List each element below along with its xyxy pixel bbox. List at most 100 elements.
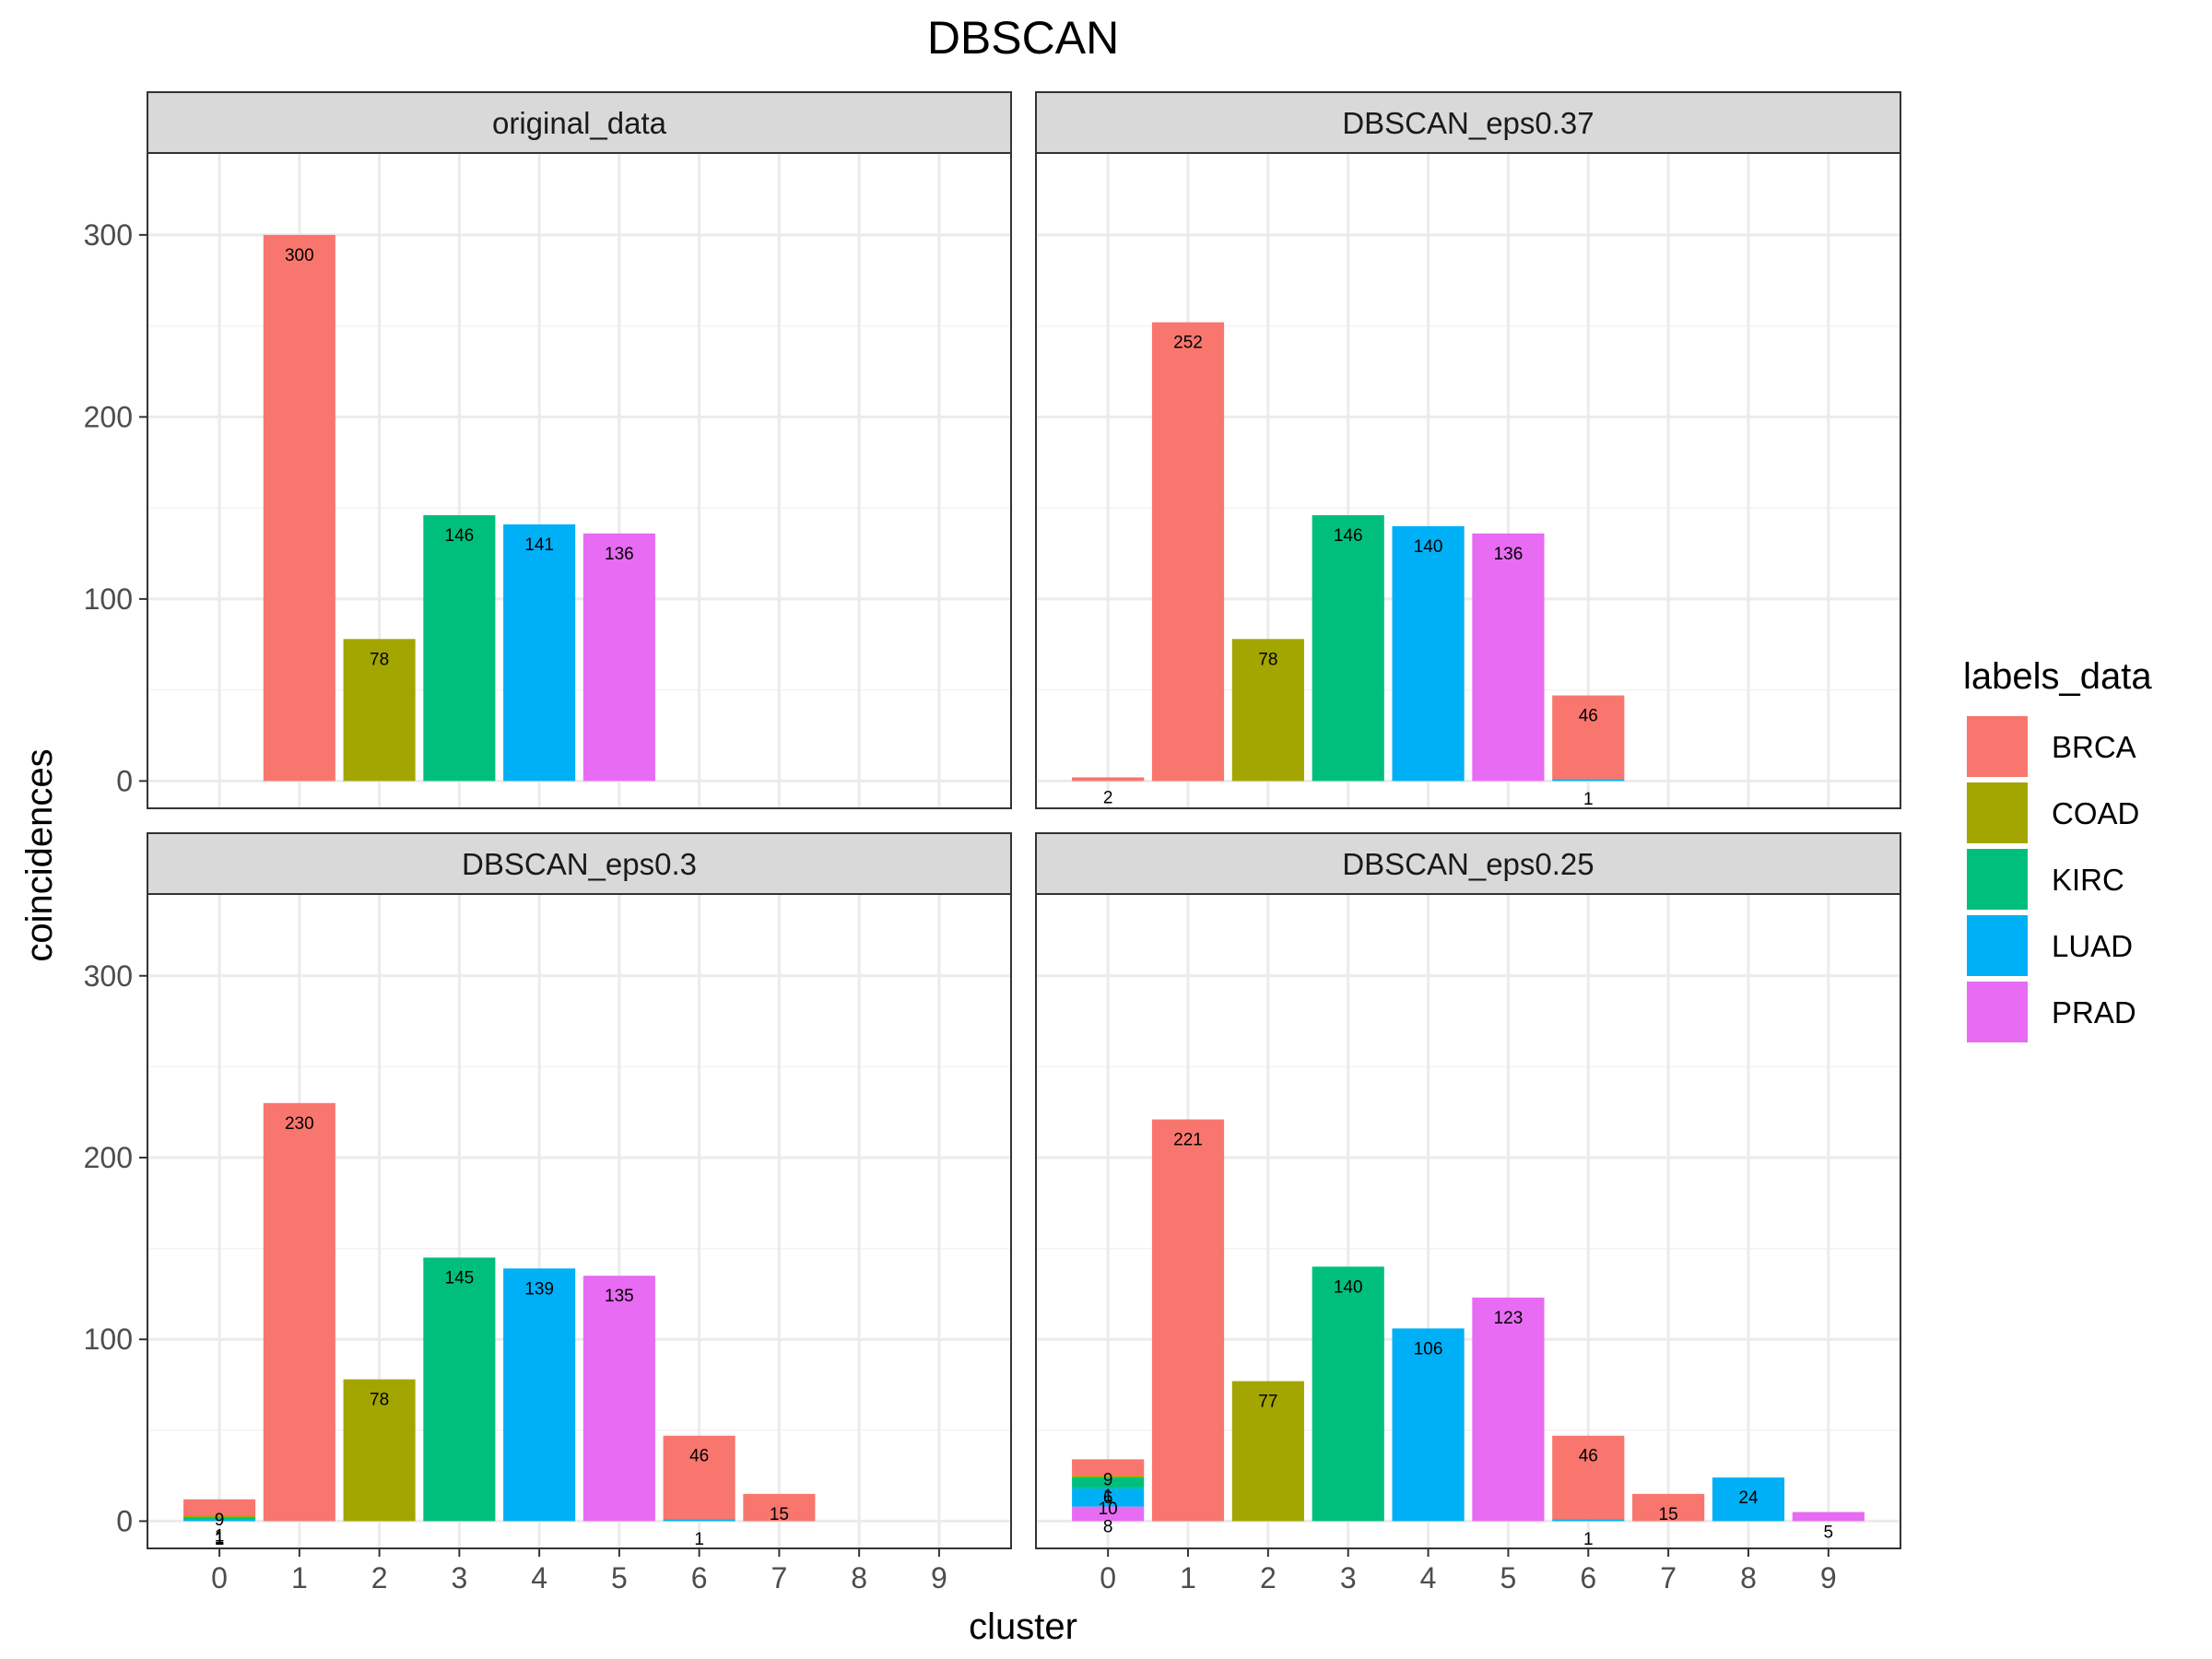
bar-rect — [1792, 1512, 1865, 1522]
bar-rect — [423, 515, 496, 782]
bar-luad-cluster-6: 1 — [663, 1519, 735, 1549]
bar-prad-cluster-5: 136 — [1472, 533, 1545, 782]
bar-value-label: 2 — [1103, 788, 1113, 807]
x-tick-label: 8 — [851, 1561, 867, 1594]
bar-brca-cluster-0: 2 — [1072, 777, 1145, 807]
bar-value-label: 1 — [1103, 1487, 1113, 1506]
x-tick-label: 9 — [931, 1561, 947, 1594]
bar-value-label: 9 — [1103, 1470, 1113, 1489]
bar-coad-cluster-0: 1 — [183, 1515, 256, 1547]
bar-rect — [1072, 1476, 1145, 1478]
facet-strip — [1035, 91, 1901, 154]
legend-item-luad: LUAD — [1967, 915, 2133, 976]
x-tick-label: 5 — [611, 1561, 628, 1594]
bar-value-label: 141 — [524, 535, 554, 555]
bar-value-label: 1 — [215, 1527, 225, 1547]
legend-key — [1967, 915, 2028, 976]
legend-label: COAD — [2052, 796, 2139, 830]
bar-value-label: 1 — [694, 1530, 704, 1549]
bar-value-label: 15 — [1659, 1505, 1678, 1524]
facet-strip-label: DBSCAN_eps0.3 — [462, 847, 697, 881]
bar-value-label: 300 — [285, 246, 314, 265]
bar-rect — [263, 1102, 335, 1522]
legend-label: BRCA — [2052, 730, 2136, 764]
bar-luad-cluster-0: 10 — [1072, 1488, 1145, 1519]
bar-luad-cluster-8: 24 — [1712, 1477, 1785, 1522]
x-tick-label: 4 — [531, 1561, 547, 1594]
bar-value-label: 123 — [1494, 1309, 1524, 1328]
legend: labels_data BRCA COAD KIRC LUAD PRAD — [1963, 656, 2152, 1042]
facet-strip — [147, 91, 1012, 154]
x-tick-label: 5 — [1500, 1561, 1517, 1594]
x-tick-label: 3 — [1340, 1561, 1357, 1594]
bar-luad-cluster-4: 140 — [1392, 525, 1465, 782]
x-tick-label: 3 — [451, 1561, 467, 1594]
bar-brca-cluster-0: 9 — [1072, 1459, 1145, 1489]
bar-coad-cluster-2: 78 — [343, 1379, 416, 1522]
bar-value-label: 78 — [370, 1391, 389, 1410]
x-tick-label: 4 — [1420, 1561, 1437, 1594]
y-tick-label: 300 — [84, 218, 133, 252]
bar-value-label: 10 — [1099, 1500, 1118, 1519]
bar-rect — [503, 524, 576, 782]
bar-rect — [1392, 1328, 1465, 1522]
legend-label: LUAD — [2052, 929, 2133, 963]
bar-value-label: 46 — [689, 1447, 709, 1466]
bar-rect — [1472, 533, 1545, 782]
facet-strip — [147, 832, 1012, 895]
bar-rect — [1552, 1519, 1625, 1522]
bar-value-label: 1 — [1583, 1530, 1594, 1549]
bar-value-label: 252 — [1173, 334, 1203, 353]
y-tick-label: 0 — [116, 1504, 133, 1537]
bar-brca-cluster-1: 221 — [1151, 1119, 1225, 1522]
bar-luad-cluster-4: 141 — [503, 524, 576, 782]
bar-rect — [1312, 1266, 1384, 1522]
bar-value-label: 78 — [370, 650, 389, 669]
bar-rect — [1712, 1477, 1785, 1522]
legend-key — [1967, 982, 2028, 1042]
x-tick-label: 1 — [291, 1561, 308, 1594]
x-tick-label: 2 — [1260, 1561, 1277, 1594]
bar-prad-cluster-5: 123 — [1472, 1297, 1545, 1522]
bar-rect — [1151, 1119, 1225, 1522]
bar-rect — [183, 1515, 256, 1518]
bar-rect — [183, 1499, 256, 1516]
bar-value-label: 15 — [770, 1505, 789, 1524]
bar-rect — [1312, 515, 1384, 782]
facet-panel-dbscan-eps0-25: DBSCAN_eps0.2581061922177140106123146152… — [1035, 832, 1901, 1594]
y-tick-label: 100 — [84, 582, 133, 616]
x-tick-label: 6 — [1580, 1561, 1596, 1594]
bar-value-label: 140 — [1414, 537, 1443, 557]
bar-prad-cluster-0: 8 — [1072, 1506, 1145, 1537]
bar-luad-cluster-6: 1 — [1552, 779, 1625, 809]
legend-item-kirc: KIRC — [1967, 849, 2124, 910]
legend-item-coad: COAD — [1967, 782, 2139, 843]
bar-rect — [1072, 1459, 1145, 1477]
facet-strip-label: original_data — [492, 106, 667, 140]
legend-key — [1967, 782, 2028, 843]
bar-rect — [1552, 695, 1625, 780]
legend-label: KIRC — [2052, 863, 2124, 897]
y-tick-label: 300 — [84, 959, 133, 993]
bar-brca-cluster-1: 300 — [263, 234, 335, 782]
bar-rect — [343, 639, 416, 782]
y-tick-label: 200 — [84, 400, 133, 433]
bar-kirc-cluster-0: 6 — [1072, 1477, 1145, 1508]
bar-value-label: 46 — [1579, 1447, 1598, 1466]
bar-rect — [263, 234, 335, 782]
bar-value-label: 8 — [1103, 1518, 1113, 1537]
legend-label: PRAD — [2052, 995, 2136, 1030]
bar-value-label: 221 — [1173, 1131, 1203, 1150]
bar-value-label: 146 — [445, 526, 475, 546]
bar-rect — [1632, 1493, 1705, 1522]
bar-coad-cluster-0: 1 — [1072, 1476, 1145, 1506]
bar-luad-cluster-6: 1 — [1552, 1519, 1625, 1549]
bar-rect — [183, 1517, 256, 1520]
bar-value-label: 230 — [285, 1114, 314, 1134]
y-tick-label: 0 — [116, 764, 133, 797]
bar-value-label: 1 — [1583, 790, 1594, 809]
bar-value-label: 5 — [1824, 1524, 1834, 1543]
